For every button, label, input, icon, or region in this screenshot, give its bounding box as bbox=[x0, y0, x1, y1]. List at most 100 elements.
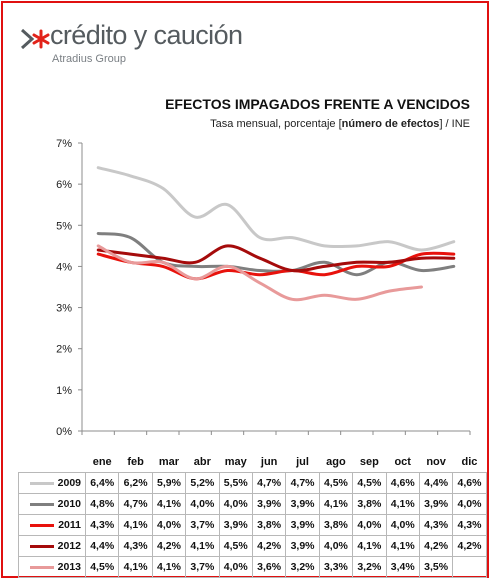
data-label: 4,4% bbox=[84, 535, 120, 557]
data-label: 3,9% bbox=[251, 493, 287, 515]
data-label: 4,0% bbox=[352, 514, 387, 536]
legend-label: 2009 bbox=[57, 477, 81, 489]
x-tick-label: oct bbox=[394, 456, 411, 468]
series-line-2011 bbox=[96, 251, 456, 281]
x-tick-label: feb bbox=[127, 456, 144, 468]
data-label: 4,1% bbox=[385, 493, 420, 515]
data-label: 3,4% bbox=[385, 556, 420, 578]
legend-swatch bbox=[29, 544, 54, 548]
data-label: 5,9% bbox=[151, 472, 187, 494]
data-label: 4,1% bbox=[118, 514, 153, 536]
legend-label: 2010 bbox=[57, 498, 81, 510]
data-label: 4,2% bbox=[151, 535, 187, 557]
data-table: ene feb mar abr may jun jul ago sep oct nov dic 2009… bbox=[18, 452, 487, 578]
series-line-2013 bbox=[96, 244, 423, 302]
data-label: 3,9% bbox=[218, 514, 253, 536]
series-line-2009 bbox=[96, 166, 456, 252]
data-label: 4,3% bbox=[452, 514, 487, 536]
data-label: 3,6% bbox=[251, 556, 287, 578]
data-label: 4,3% bbox=[84, 514, 120, 536]
y-tick-label: 6% bbox=[56, 179, 72, 191]
data-label: 4,0% bbox=[385, 514, 420, 536]
chart-subtitle: Tasa mensual, porcentaje [número de efec… bbox=[210, 118, 470, 130]
data-label: 3,9% bbox=[418, 493, 454, 515]
data-label: 4,8% bbox=[84, 493, 120, 515]
x-tick-label: ago bbox=[326, 456, 346, 468]
data-label: 4,3% bbox=[418, 514, 454, 536]
y-tick-label: 0% bbox=[56, 426, 72, 438]
subtitle-post: ] / INE bbox=[439, 118, 470, 130]
legend-key: 2012 bbox=[18, 535, 86, 557]
data-label bbox=[452, 556, 487, 578]
data-label: 4,2% bbox=[452, 535, 487, 557]
data-label: 3,3% bbox=[318, 556, 354, 578]
data-label: 4,1% bbox=[352, 535, 387, 557]
data-label: 3,2% bbox=[352, 556, 387, 578]
data-label: 4,1% bbox=[118, 556, 153, 578]
x-tick-label: ene bbox=[92, 456, 112, 468]
data-label: 4,1% bbox=[185, 535, 220, 557]
table-row: 2009 6,4% 6,2% 5,9% 5,2% 5,5% 4,7% 4,7% 4,5% 4,5%… bbox=[18, 472, 487, 494]
logo: crédito y caución Atradius Group bbox=[20, 18, 280, 70]
data-label: 4,0% bbox=[151, 514, 187, 536]
y-tick-label: 7% bbox=[56, 138, 72, 150]
data-label: 4,0% bbox=[218, 556, 253, 578]
data-label: 3,7% bbox=[185, 514, 220, 536]
x-tick-label: nov bbox=[426, 456, 446, 468]
x-tick-label: abr bbox=[193, 456, 211, 468]
table-row: 2011 4,3% 4,1% 4,0% 3,7% 3,9% 3,8% 3,9% 3,8% 4,0%… bbox=[18, 514, 487, 536]
data-label: 4,7% bbox=[285, 472, 320, 494]
y-tick-label: 5% bbox=[56, 220, 72, 232]
data-label: 4,4% bbox=[418, 472, 454, 494]
y-tick-label: 1% bbox=[56, 385, 72, 397]
data-label: 4,0% bbox=[185, 493, 220, 515]
data-label: 4,7% bbox=[118, 493, 153, 515]
data-label: 4,3% bbox=[118, 535, 153, 557]
data-label: 3,9% bbox=[285, 493, 320, 515]
data-label: 3,5% bbox=[418, 556, 454, 578]
legend-label: 2012 bbox=[57, 540, 81, 552]
data-label: 4,6% bbox=[452, 472, 487, 494]
data-label: 3,8% bbox=[251, 514, 287, 536]
data-label: 4,7% bbox=[251, 472, 287, 494]
logo-name: crédito y caución bbox=[50, 20, 243, 50]
legend-label: 2013 bbox=[57, 561, 81, 573]
table-row: 2010 4,8% 4,7% 4,1% 4,0% 4,0% 3,9% 3,9% 4,1% 3,8%… bbox=[18, 493, 487, 515]
data-label: 3,7% bbox=[185, 556, 220, 578]
logo-star-icon bbox=[20, 28, 50, 50]
chart-title: EFECTOS IMPAGADOS FRENTE A VENCIDOS bbox=[165, 96, 470, 112]
legend-key: 2013 bbox=[18, 556, 86, 578]
data-label: 5,5% bbox=[218, 472, 253, 494]
data-label: 4,5% bbox=[84, 556, 120, 578]
data-label: 6,2% bbox=[118, 472, 153, 494]
legend-key: 2009 bbox=[18, 472, 86, 494]
data-label: 4,0% bbox=[452, 493, 487, 515]
data-label: 4,1% bbox=[151, 556, 187, 578]
legend-swatch bbox=[29, 481, 54, 485]
x-tick-label: dic bbox=[461, 456, 478, 468]
data-label: 4,1% bbox=[318, 493, 354, 515]
legend-label: 2011 bbox=[58, 519, 81, 531]
data-label: 4,5% bbox=[318, 472, 354, 494]
data-label: 3,8% bbox=[318, 514, 354, 536]
y-tick-label: 2% bbox=[56, 344, 72, 356]
data-label: 3,8% bbox=[352, 493, 387, 515]
y-tick-label: 4% bbox=[56, 261, 72, 273]
legend-swatch bbox=[29, 565, 54, 569]
header-blank-cell bbox=[19, 452, 86, 473]
x-tick-label: jul bbox=[296, 456, 309, 468]
data-label: 6,4% bbox=[84, 472, 120, 494]
x-tick-label: jun bbox=[260, 456, 278, 468]
data-label: 4,1% bbox=[385, 535, 420, 557]
series-line-2012 bbox=[96, 244, 456, 273]
x-tick-label: mar bbox=[158, 456, 180, 468]
table-row: 2013 4,5% 4,1% 4,1% 3,7% 4,0% 3,6% 3,2% 3,3% 3,2%… bbox=[18, 556, 487, 578]
header-row: ene feb mar abr may jun jul ago sep oct nov dic bbox=[19, 452, 487, 473]
legend-key: 2010 bbox=[18, 493, 86, 515]
data-label: 4,2% bbox=[418, 535, 454, 557]
legend-swatch bbox=[29, 502, 54, 506]
logo-subtitle: Atradius Group bbox=[52, 53, 126, 65]
data-label: 4,0% bbox=[218, 493, 253, 515]
legend-key: 2011 bbox=[18, 514, 86, 536]
